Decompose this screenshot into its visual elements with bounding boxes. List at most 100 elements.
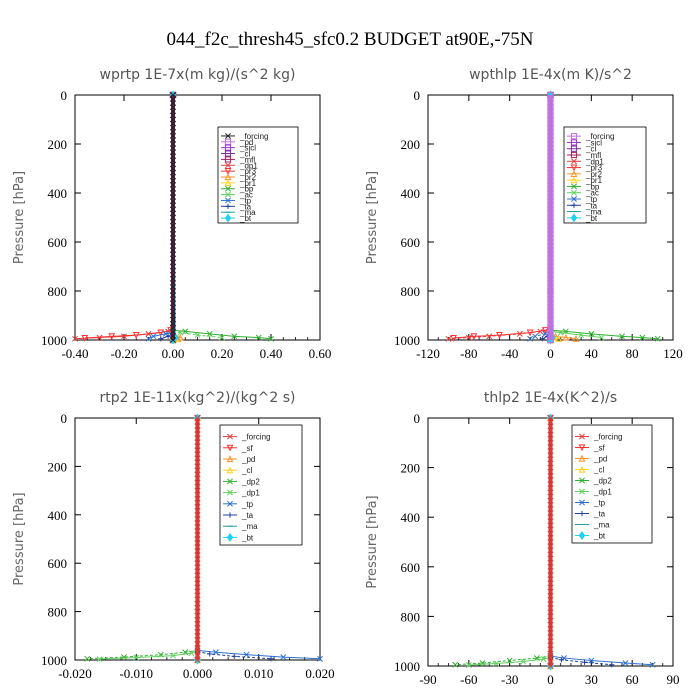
x-tick-label: 0.40 [260,346,283,361]
data-point [268,335,274,342]
legend-marker [225,203,231,209]
legend: _forcing_sicl_cl_mfl_dp1_pr3_pr2_pr1_bp_… [563,126,647,224]
data-point [231,333,238,340]
profile-marker [547,316,554,323]
y-tick-label: 0 [61,88,68,103]
legend-label: _ta [241,511,254,520]
legend-label: _pr3 [585,164,603,173]
data-point [539,336,545,342]
legend-label: _ta [593,510,606,519]
data-point [649,661,656,668]
y-tick-label: 200 [48,137,68,152]
data-point [572,335,580,342]
y-axis-label: Pressure [hPa] [365,495,380,588]
data-point [268,656,274,662]
legend-marker [578,454,586,462]
profile-marker [547,304,554,311]
x-tick-label: 80 [626,346,639,361]
legend-label: _forcing [593,433,622,442]
data-point [541,327,549,334]
profile-marker [547,161,554,168]
profile-marker [170,337,176,343]
profile-marker [547,157,554,164]
panel-title: rtp2 1E-11x(kg^2)/(kg^2 s) [100,390,296,406]
series-dp2 [452,653,554,668]
zero-profile [547,91,554,344]
profile-marker [547,181,554,188]
data-point [493,660,500,667]
profile-marker [547,136,554,144]
profile-marker [547,100,554,107]
data-point [562,333,570,341]
legend-marker [227,489,233,496]
legend-marker [224,213,232,223]
y-tick-label: 200 [48,459,68,474]
profile-marker [547,312,554,319]
x-tick-label: 0.000 [183,666,212,681]
profile-marker [547,296,554,303]
series-line [172,329,272,340]
profile-marker [547,263,554,270]
data-point [654,335,661,342]
profile-marker [547,193,554,201]
legend-marker [224,144,232,151]
legend-label: _sicl [585,138,602,147]
legend-marker [227,433,233,440]
data-point [588,657,595,664]
data-point [165,333,171,339]
profile-marker [547,271,554,278]
profile-marker [547,255,554,262]
y-axis-label: Pressure [hPa] [12,492,27,585]
legend-label: _tp [593,499,606,508]
legend-label: _ma [241,522,258,531]
legend-marker [579,477,585,484]
x-tick-label: 0.20 [211,346,234,361]
x-tick-label: -90 [419,672,436,687]
legend: _forcing_pd_sicl_cl_mfl_dp1_pr3_pr2_pr1_… [217,126,299,224]
legend-marker [224,138,232,145]
legend-label: _dp1 [585,157,604,166]
y-tick-label: 400 [48,186,68,201]
data-point [470,333,478,341]
legend-label: _ta [239,202,252,211]
profile-marker [547,165,554,172]
data-point [486,333,493,340]
y-tick-label: 400 [48,508,68,523]
data-point [162,330,169,337]
y-tick-label: 1000 [41,333,67,348]
data-point [555,335,563,342]
legend-marker [226,444,234,452]
data-point [317,655,323,662]
legend-label: _cl [593,466,604,475]
profile-marker [547,275,554,282]
data-point [219,334,225,341]
panel-4: thlp2 1E-4x(K^2)/s Pressure [hPa] -90 -60 -3… [365,390,680,687]
profile-marker [547,116,554,123]
series-tp [547,653,656,668]
legend-marker [225,185,231,192]
legend-marker [579,488,585,495]
legend-label: _cl [239,150,250,159]
profile-marker [547,279,554,286]
data-point [465,662,472,668]
profile-marker [547,198,554,205]
legend-label: _pd [593,455,607,464]
data-point [145,335,152,342]
y-tick-label: 800 [401,284,421,299]
data-point [133,654,140,661]
legend-label: _mfl [585,151,601,160]
profile-marker [547,128,554,135]
legend-marker [570,213,578,223]
legend-marker [579,510,585,517]
series-line [453,327,551,339]
legend-label: _ma [239,208,256,217]
legend-label: _ta [585,201,598,210]
y-tick-label: 800 [48,284,68,299]
profile-marker [547,663,554,669]
profile-marker [547,149,554,156]
data-point [622,660,629,666]
legend-label: _bp [585,182,600,191]
profile-marker [547,218,554,225]
series-line [148,332,174,340]
panel-title: wprtp 1E-7x(m kg)/(s^2 kg) [100,67,296,83]
